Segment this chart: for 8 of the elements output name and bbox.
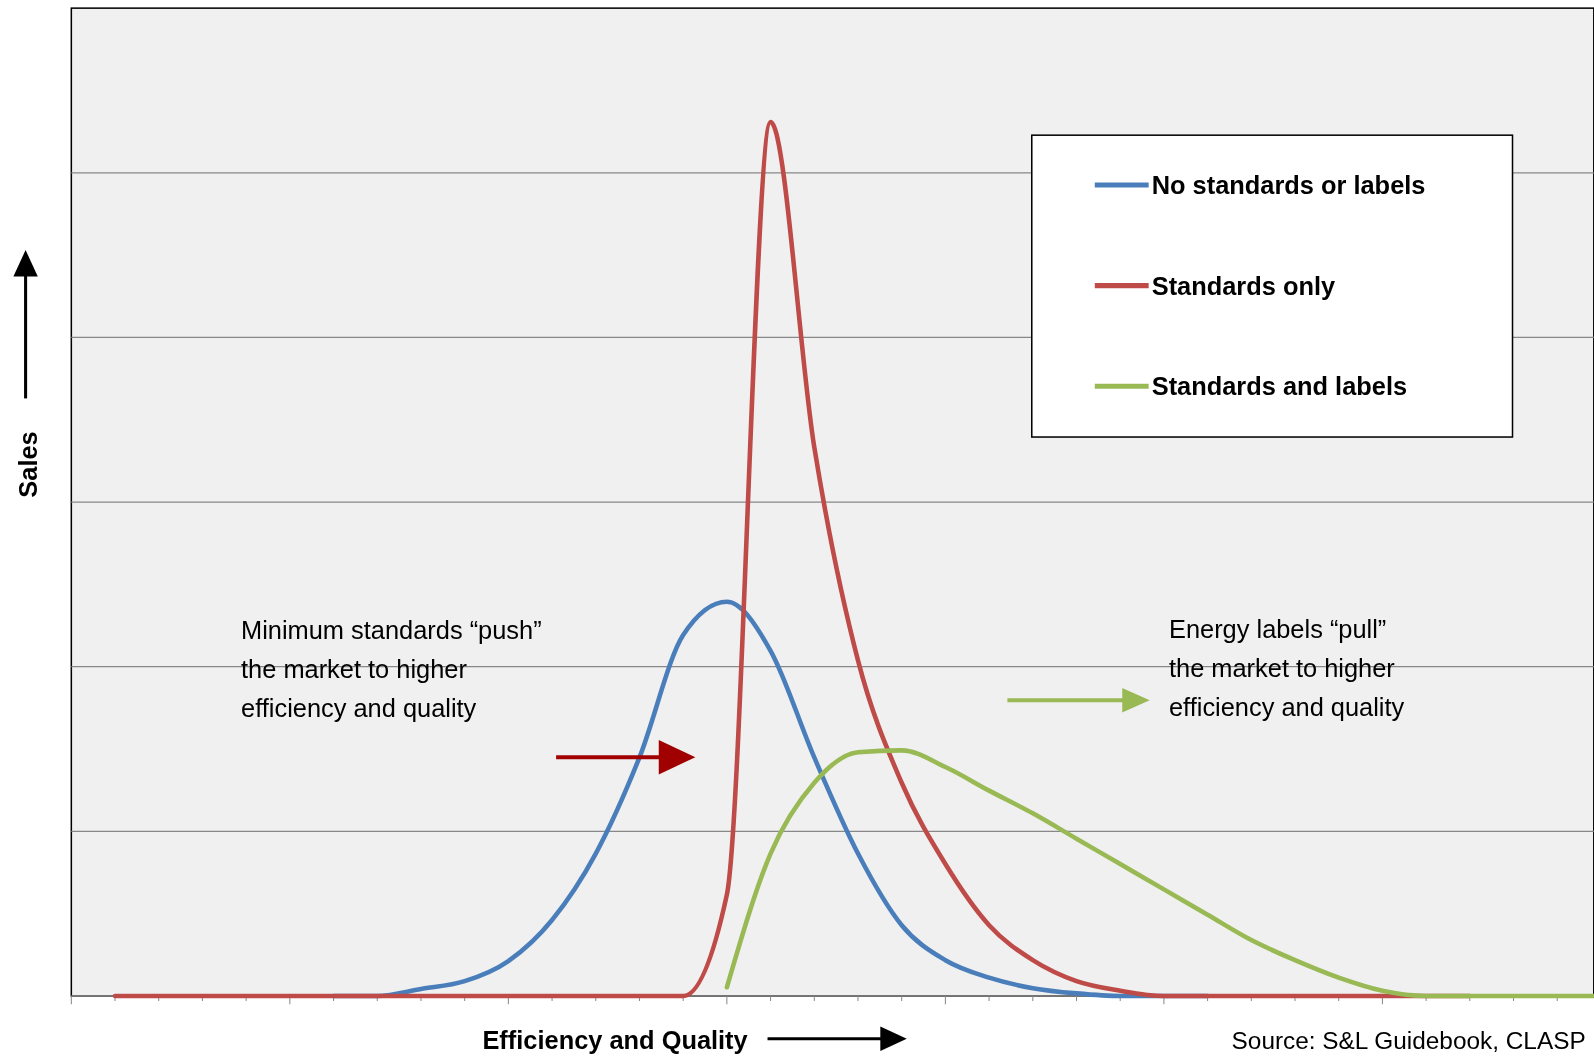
legend-label: No standards or labels bbox=[1151, 171, 1426, 200]
legend-label: Standards only bbox=[1151, 271, 1336, 300]
legend-label: Standards and labels bbox=[1151, 372, 1408, 401]
source-note: Source: S&L Guidebook, CLASP bbox=[1231, 1026, 1586, 1054]
y-axis-title: Sales bbox=[13, 431, 42, 498]
annotation: Minimum standards “push” the market to higher efficiency and quality bbox=[241, 616, 542, 722]
x-axis-title: Efficiency and Quality bbox=[482, 1025, 748, 1054]
annotation: Energy labels “pull” the market to higher efficiency and quality bbox=[1168, 615, 1405, 721]
